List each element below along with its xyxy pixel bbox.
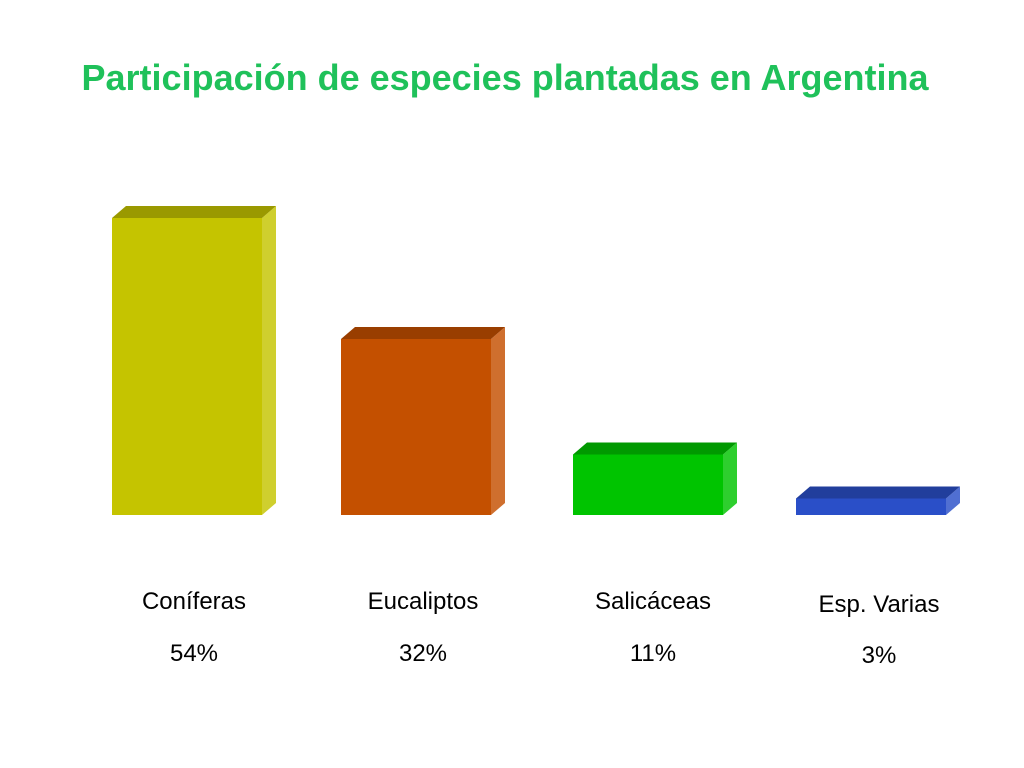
bar-side-face xyxy=(946,486,960,515)
bar-front-face xyxy=(112,218,262,515)
chart-title: Participación de especies plantadas en A… xyxy=(81,57,929,98)
bar-top-face xyxy=(112,206,276,218)
bar-front-face xyxy=(573,454,723,515)
category-label: Coníferas xyxy=(141,588,247,615)
bar xyxy=(112,206,276,515)
category-label: Eucaliptos xyxy=(367,588,479,615)
bar-side-face xyxy=(723,442,737,515)
category-label: Esp. Varias xyxy=(818,591,940,618)
bar xyxy=(573,442,737,515)
bar-front-face xyxy=(796,498,946,515)
bar-top-face xyxy=(573,442,737,455)
bar-front-face xyxy=(341,339,491,515)
value-label: 3% xyxy=(861,642,897,669)
bar-side-face xyxy=(491,327,505,515)
value-label: 32% xyxy=(398,640,448,667)
bar xyxy=(341,327,505,515)
value-label: 54% xyxy=(169,640,219,667)
bar xyxy=(796,486,960,515)
bar-top-face xyxy=(341,327,505,339)
category-label: Salicáceas xyxy=(594,588,712,615)
bar-top-face xyxy=(796,486,960,499)
value-label: 11% xyxy=(629,640,677,667)
bar-side-face xyxy=(262,206,276,515)
